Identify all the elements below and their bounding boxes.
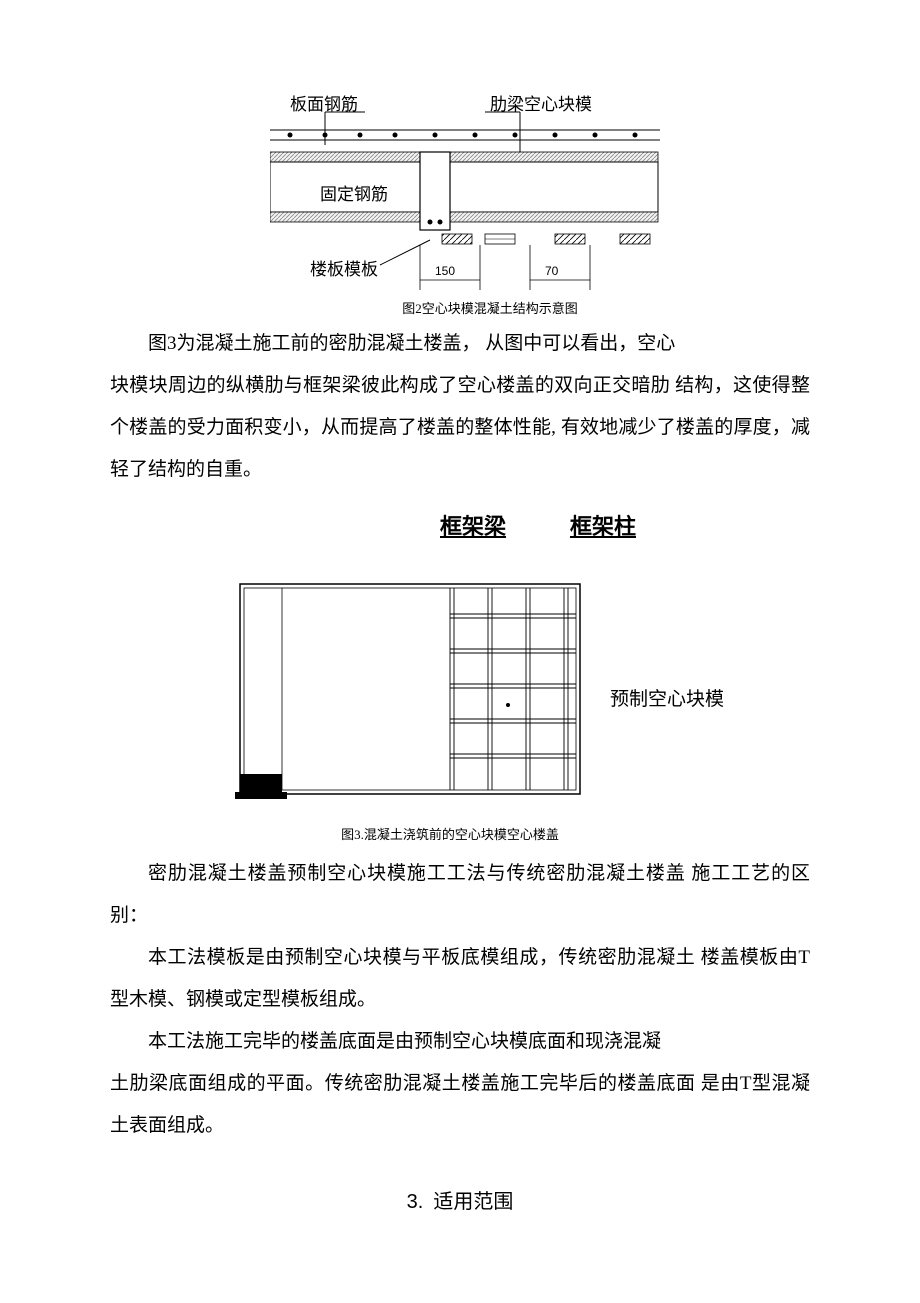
figure-2-caption: 图2空心块模混凝土结构示意图	[170, 298, 810, 317]
figure-2: 板面钢筋 肋梁空心块模 固定钢筋 楼板模板	[270, 90, 660, 290]
para3: 本工法模板是由预制空心块模与平板底模组成，传统密肋混凝土 楼盖模板由T型木模、钢…	[110, 937, 810, 1021]
fig3-svg	[230, 579, 590, 804]
fig2-label-bottom: 楼板模板	[310, 255, 378, 280]
figure-3-caption: 图3.混凝土浇筑前的空心块模空心楼盖	[90, 824, 810, 843]
figure-3: 预制空心块模	[230, 579, 590, 804]
fig2-label-mid: 固定钢筋	[320, 180, 388, 205]
fig3-label-beam: 框架梁	[440, 509, 506, 541]
para4a: 本工法施工完毕的楼盖底面是由预制空心块模底面和现浇混凝	[110, 1021, 810, 1063]
fig2-dim1: 150	[435, 264, 455, 278]
heading-num: 3.	[407, 1191, 424, 1213]
heading-text: 适用范围	[433, 1191, 513, 1213]
para1-lead: 图3为混凝土施工前的密肋混凝土楼盖， 从图中可以看出，空心	[110, 323, 810, 365]
fig2-label-top-right: 肋梁空心块模	[490, 90, 592, 115]
fig3-label-block: 预制空心块模	[610, 684, 724, 711]
heading-section-3: 3. 适用范围	[110, 1185, 810, 1214]
para1-rest: 块模块周边的纵横肋与框架梁彼此构成了空心楼盖的双向正交暗肋 结构，这使得整个楼盖…	[110, 365, 810, 491]
fig2-dim2: 70	[545, 264, 559, 278]
fig2-label-top-left: 板面钢筋	[290, 90, 358, 115]
para4b: 土肋梁底面组成的平面。传统密肋混凝土楼盖施工完毕后的楼盖底面 是由T型混凝土表面…	[110, 1063, 810, 1147]
fig3-top-labels: 框架梁 框架柱	[110, 509, 810, 549]
para2: 密肋混凝土楼盖预制空心块模施工工法与传统密肋混凝土楼盖 施工工艺的区别：	[110, 853, 810, 937]
fig3-label-column: 框架柱	[570, 509, 636, 541]
